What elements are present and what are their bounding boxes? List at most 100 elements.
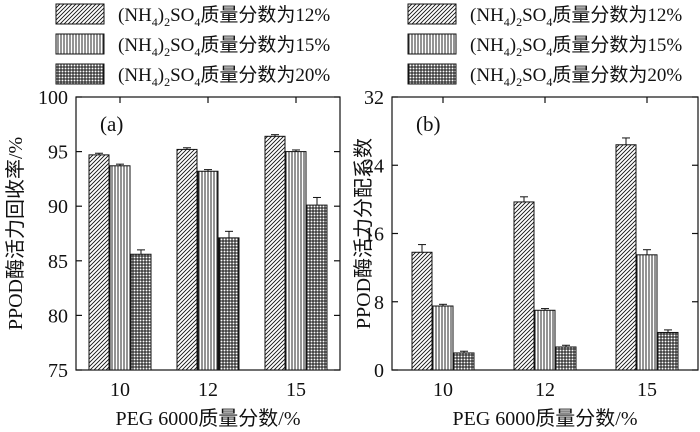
- legend-sub: 4: [546, 15, 552, 29]
- legend-sub: 2: [516, 75, 522, 89]
- legend-text-paren: ): [158, 35, 164, 56]
- chart-panel-b: 0 8 16 24 32 10 12 15 (b) PEG 6000质量分数/% PPOD酶活力分配…: [352, 87, 699, 430]
- bar-vertical: [534, 309, 556, 371]
- legend-text-prefix: (NH: [118, 65, 152, 86]
- bar-vertical: [636, 254, 658, 371]
- bar-diagonal: [264, 135, 286, 371]
- x-tick-label: 15: [286, 379, 306, 401]
- legend-swatch-vertical: [55, 33, 105, 55]
- legend-text-prefix: (NH: [470, 5, 504, 26]
- legend-text-so: SO: [170, 5, 194, 26]
- y-tick-label: 75: [48, 360, 68, 382]
- bar-vertical: [197, 170, 219, 371]
- legend-swatch-grid: [407, 63, 457, 85]
- bar-diagonal: [411, 251, 433, 371]
- legend-text-paren: ): [158, 5, 164, 26]
- bar-diagonal: [513, 201, 535, 371]
- legend-text-paren: ): [510, 65, 516, 86]
- x-axis-label: PEG 6000质量分数/%: [116, 407, 301, 430]
- legend-swatch-vertical: [407, 33, 457, 55]
- legend-sub: 4: [152, 75, 158, 89]
- legend-label-1: (NH4)2SO4质量分数为12%: [470, 4, 682, 29]
- panel-label: (a): [100, 112, 123, 136]
- bar-diagonal: [88, 154, 110, 371]
- legend-label-3: (NH4)2SO4质量分数为20%: [470, 64, 682, 89]
- chart-panel-a: 75 80 85 90 95 100 10 12 15 (a) PEG 6000质量分数/% PPOD…: [4, 87, 341, 430]
- legend-label-2: (NH4)2SO4质量分数为15%: [118, 34, 330, 59]
- legend-text-so: SO: [170, 65, 194, 86]
- bar-grid: [306, 204, 328, 371]
- legend-text-prefix: (NH: [470, 65, 504, 86]
- legend-text-so: SO: [522, 65, 546, 86]
- legend-sub: 2: [516, 15, 522, 29]
- y-tick-label: 32: [364, 87, 384, 109]
- bar-grid: [555, 346, 577, 371]
- bar-vertical: [285, 151, 307, 371]
- legend-sub: 4: [546, 75, 552, 89]
- legends: (NH4)2SO4质量分数为12%(NH4)2SO4质量分数为15%(NH4)2…: [55, 3, 682, 89]
- bar-grid: [453, 352, 475, 371]
- y-tick-label: 90: [48, 196, 68, 218]
- bar-grid: [218, 237, 240, 371]
- y-tick-label: 85: [48, 251, 68, 273]
- legend-sub: 2: [164, 45, 170, 59]
- bar-diagonal: [176, 148, 198, 371]
- y-axis-label: PPOD酶活力分配系数: [352, 138, 375, 329]
- legend-sub: 2: [516, 45, 522, 59]
- y-tick-label: 0: [374, 360, 384, 382]
- legend-sub: 4: [194, 15, 200, 29]
- legend-sub: 4: [504, 75, 510, 89]
- x-axis-label: PEG 6000质量分数/%: [453, 407, 638, 430]
- legend-a: (NH4)2SO4质量分数为12%(NH4)2SO4质量分数为15%(NH4)2…: [55, 3, 330, 89]
- legend-sub: 4: [194, 75, 200, 89]
- bar-vertical: [109, 165, 131, 371]
- bar-grid: [130, 253, 152, 371]
- legend-sub: 2: [164, 75, 170, 89]
- x-tick-label: 12: [535, 379, 555, 401]
- legend-text-suffix: 质量分数为12%: [200, 4, 330, 26]
- legend-text-so: SO: [170, 35, 194, 56]
- legend-text-so: SO: [522, 35, 546, 56]
- legend-text-paren: ): [158, 65, 164, 86]
- y-tick-label: 16: [364, 224, 384, 246]
- legend-text-suffix: 质量分数为20%: [200, 64, 330, 86]
- legend-sub: 4: [152, 45, 158, 59]
- bar-vertical: [432, 305, 454, 371]
- x-tick-label: 10: [433, 379, 453, 401]
- legend-text-prefix: (NH: [118, 35, 152, 56]
- legend-sub: 4: [504, 15, 510, 29]
- legend-text-so: SO: [522, 5, 546, 26]
- legend-label-3: (NH4)2SO4质量分数为20%: [118, 64, 330, 89]
- legend-text-paren: ): [510, 5, 516, 26]
- legend-sub: 4: [546, 45, 552, 59]
- legend-text-suffix: 质量分数为15%: [552, 34, 682, 56]
- legend-sub: 4: [504, 45, 510, 59]
- legend-text-suffix: 质量分数为12%: [552, 4, 682, 26]
- legend-sub: 2: [164, 15, 170, 29]
- legend-swatch-diagonal: [55, 3, 105, 25]
- y-tick-label: 24: [364, 155, 384, 177]
- y-tick-label: 95: [48, 142, 68, 164]
- legend-sub: 4: [152, 15, 158, 29]
- y-tick-label: 8: [374, 292, 384, 314]
- legend-label-1: (NH4)2SO4质量分数为12%: [118, 4, 330, 29]
- legend-swatch-grid: [55, 63, 105, 85]
- legend-text-suffix: 质量分数为20%: [552, 64, 682, 86]
- legend-sub: 4: [194, 45, 200, 59]
- x-tick-label: 12: [198, 379, 218, 401]
- legend-b: (NH4)2SO4质量分数为12%(NH4)2SO4质量分数为15%(NH4)2…: [407, 3, 682, 89]
- panel-label: (b): [416, 112, 441, 136]
- legend-text-prefix: (NH: [470, 35, 504, 56]
- x-tick-label: 10: [110, 379, 130, 401]
- x-tick-label: 15: [637, 379, 657, 401]
- legend-text-prefix: (NH: [118, 5, 152, 26]
- legend-text-suffix: 质量分数为15%: [200, 34, 330, 56]
- bar-grid: [657, 331, 679, 371]
- legend-label-2: (NH4)2SO4质量分数为15%: [470, 34, 682, 59]
- bar-diagonal: [615, 144, 637, 371]
- legend-text-paren: ): [510, 35, 516, 56]
- legend-swatch-diagonal: [407, 3, 457, 25]
- y-tick-label: 80: [48, 305, 68, 327]
- y-axis-label: PPOD酶活力回收率/%: [4, 137, 27, 330]
